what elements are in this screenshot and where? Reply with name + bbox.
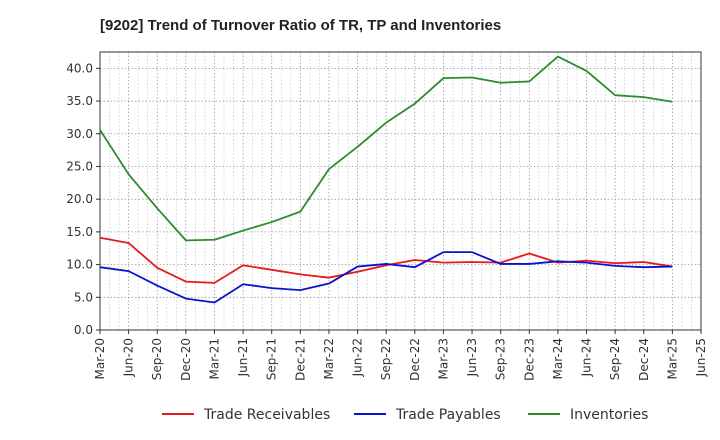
plot-area-border <box>99 51 702 331</box>
grid <box>99 52 702 331</box>
x-tick-label: Sep-22 <box>379 338 393 380</box>
x-tick-label: Jun-21 <box>236 338 250 377</box>
y-tick-label: 25.0 <box>66 159 93 173</box>
legend: Trade Receivables Trade Payables Inventori… <box>162 407 648 423</box>
y-tick-label: 15.0 <box>66 225 93 239</box>
x-tick-label: Mar-21 <box>207 338 221 379</box>
legend-label: Trade Receivables <box>203 407 330 423</box>
x-tick-label: Mar-23 <box>436 338 450 379</box>
x-tick-label: Dec-24 <box>637 338 651 381</box>
y-tick-label: 0.0 <box>74 323 93 337</box>
series-line-inventories <box>99 55 673 242</box>
x-tick-label: Dec-22 <box>408 338 422 381</box>
x-tick-label: Sep-20 <box>150 338 164 380</box>
x-tick-label: Jun-22 <box>351 338 365 377</box>
series-lines <box>99 55 673 304</box>
x-tick-label: Sep-21 <box>265 338 279 380</box>
y-tick-label: 35.0 <box>66 94 93 108</box>
axes: 0.0 5.0 10.0 15.0 20.0 25.0 30.0 35.0 40.0 Mar-20… <box>66 51 708 381</box>
x-tick-label: Sep-24 <box>608 338 622 380</box>
x-tick-label: Jun-23 <box>465 338 479 377</box>
x-tick-label: Mar-25 <box>665 338 679 379</box>
y-tick-label: 5.0 <box>74 290 93 304</box>
y-tick-label: 10.0 <box>66 258 93 272</box>
x-tick-label: Mar-20 <box>93 338 107 379</box>
x-tick-label: Dec-23 <box>522 338 536 381</box>
chart-title: [9202] Trend of Turnover Ratio of TR, TP… <box>100 17 501 34</box>
x-tick-label: Sep-23 <box>494 338 508 380</box>
y-tick-label: 30.0 <box>66 127 93 141</box>
x-tick-label: Jun-20 <box>122 338 136 377</box>
x-tick-label: Mar-22 <box>322 338 336 379</box>
x-tick-label: Dec-21 <box>293 338 307 381</box>
y-tick-label: 20.0 <box>66 192 93 206</box>
x-tick-label: Jun-24 <box>580 338 594 377</box>
y-tick-label: 40.0 <box>66 61 93 75</box>
legend-label: Inventories <box>570 407 648 423</box>
x-tick-label: Mar-24 <box>551 338 565 379</box>
series-line-trade-payables <box>99 251 673 304</box>
x-tick-label: Jun-25 <box>694 338 708 377</box>
legend-label: Trade Payables <box>395 407 501 423</box>
x-tick-label: Dec-20 <box>179 338 193 381</box>
